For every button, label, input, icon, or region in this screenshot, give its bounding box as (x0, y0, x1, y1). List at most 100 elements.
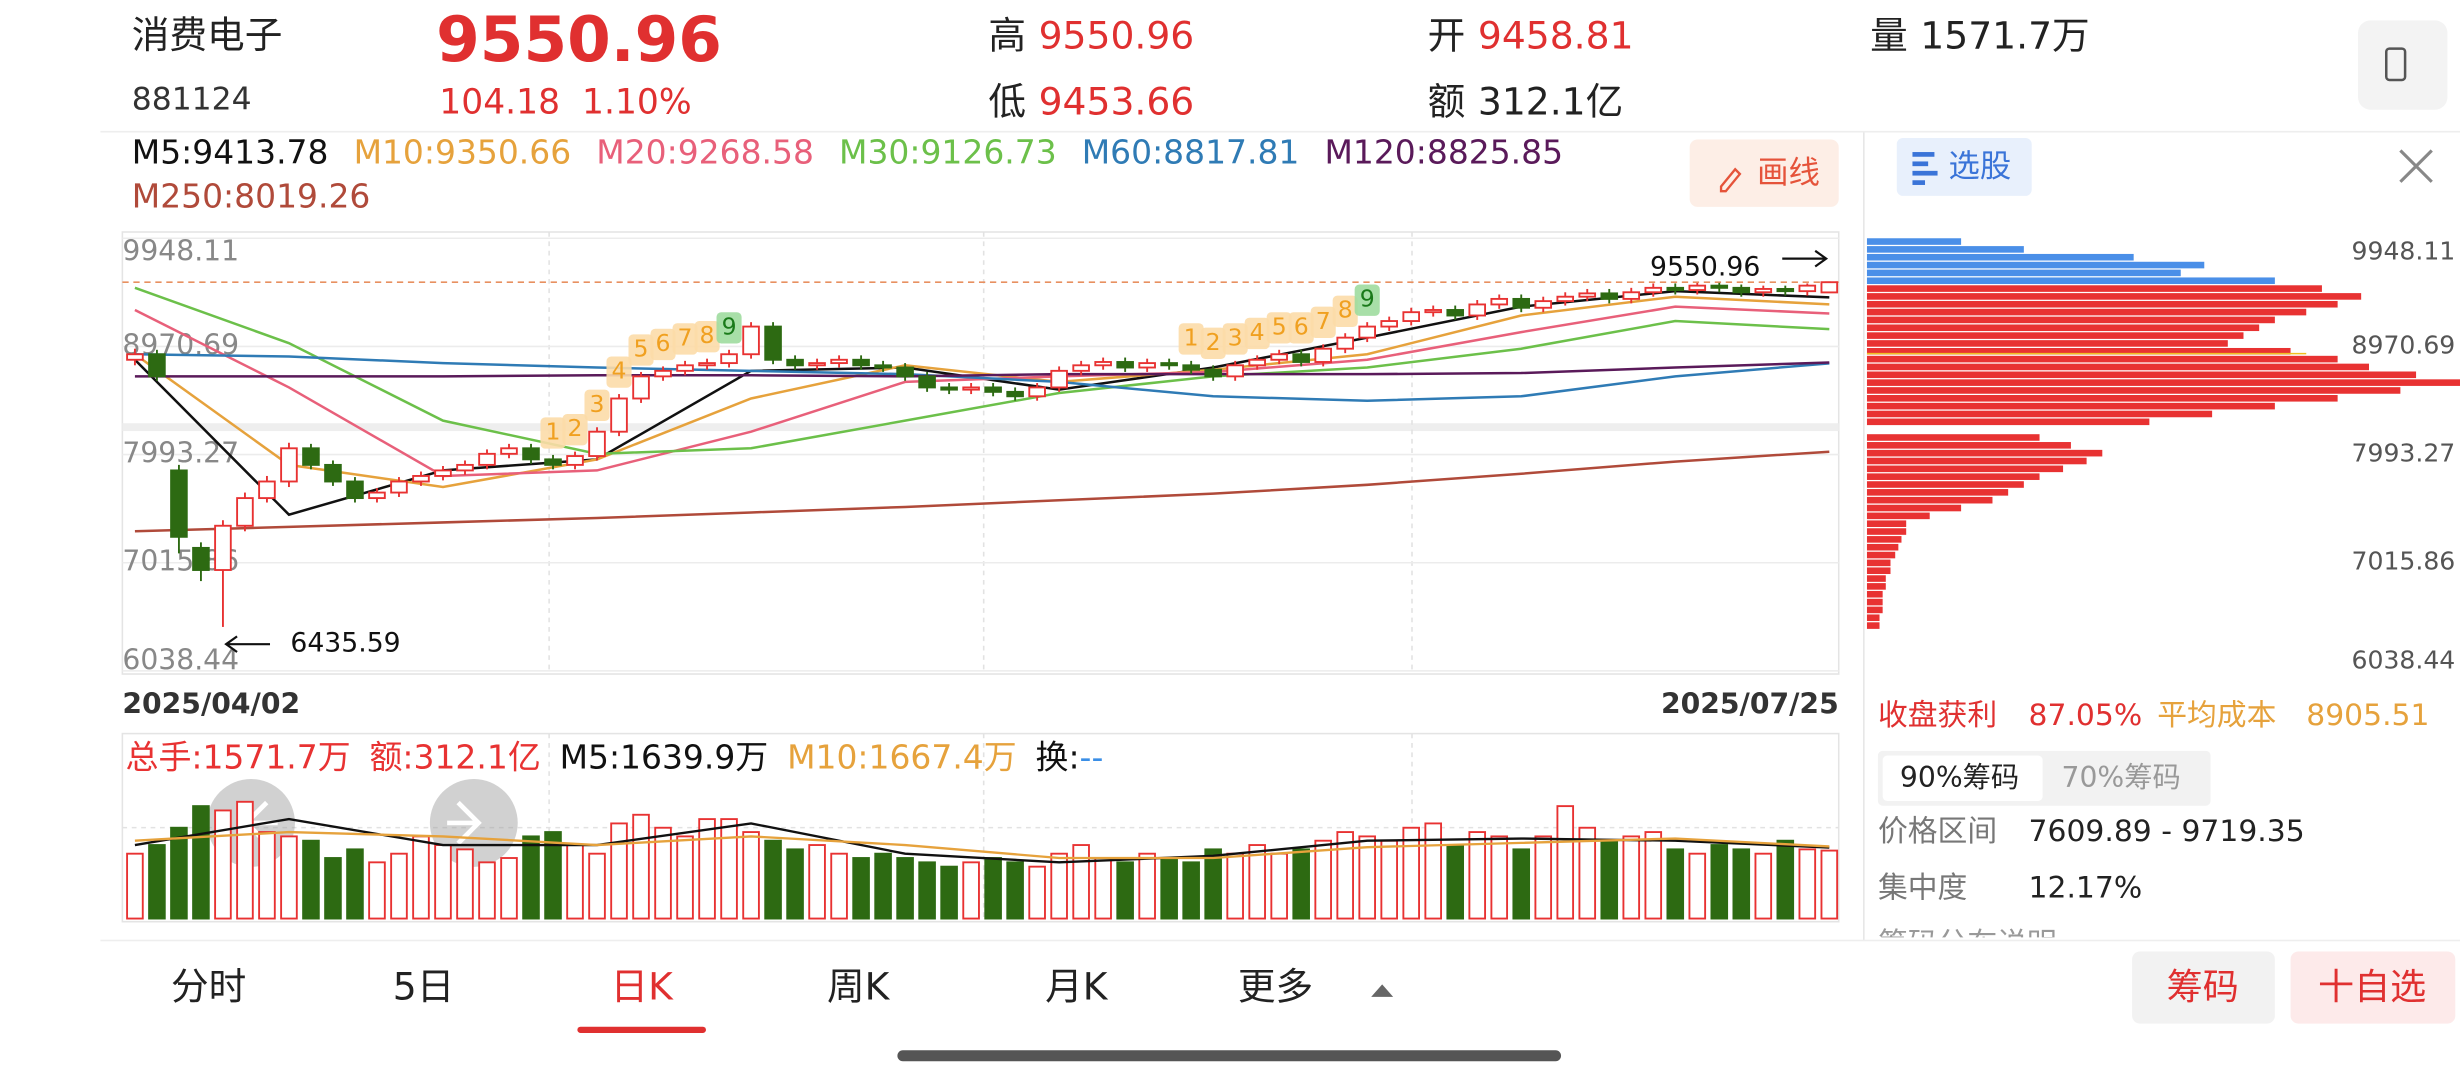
candle-body (368, 491, 386, 500)
stat-label: 低 (988, 79, 1026, 123)
conc-value: 12.17% (2029, 870, 2143, 905)
candle-body (1666, 286, 1685, 291)
candle-body (1116, 361, 1134, 369)
ma-line (134, 286, 1830, 456)
vol-value: 1571.7万 (202, 737, 350, 776)
candle-body (566, 455, 584, 466)
date-label: 2025/07/25 (1661, 687, 1839, 720)
current-price-label: 9550.96 (1650, 252, 1760, 283)
volume-bar (1358, 835, 1376, 920)
td-badge (1310, 306, 1336, 339)
nav-tab[interactable]: 周K (827, 965, 891, 1009)
volume-bar (1204, 848, 1222, 920)
vol-name: M10: (787, 737, 868, 776)
watch-button-label: 十自选 (2318, 966, 2426, 1008)
close-icon[interactable] (2399, 149, 2433, 183)
nav-tab[interactable]: 月K (1045, 965, 1109, 1009)
candle-body (1292, 353, 1310, 363)
td-badge (1266, 312, 1292, 344)
range-label: 价格区间 (1878, 814, 1997, 849)
volume-bar (1402, 826, 1421, 920)
candle-body (1688, 284, 1707, 291)
stat-value: 1571.7万 (1920, 13, 2089, 57)
chip-bar (1866, 246, 2024, 253)
td-count: 2 (1206, 328, 1221, 356)
candle-body (918, 375, 936, 389)
arrow (224, 635, 271, 653)
candle-body (1644, 286, 1663, 294)
candle-body (324, 463, 342, 483)
volume-bar (1798, 848, 1817, 920)
v-grid (122, 231, 1839, 922)
candle-body (126, 353, 144, 361)
candle-body (1182, 364, 1200, 371)
chip-button[interactable] (2132, 951, 2275, 1024)
vol-value: -- (1080, 737, 1104, 776)
candle-body (1358, 325, 1376, 339)
volume-bar (1006, 861, 1024, 920)
volume-bar (1776, 839, 1795, 920)
nav-tab[interactable]: 更多 (1238, 965, 1313, 1009)
nav-tab[interactable]: 日K (611, 965, 675, 1009)
candle-body (1402, 311, 1421, 322)
band (122, 423, 1839, 432)
chip-button-label: 筹码 (2167, 966, 2239, 1008)
volume-bar (1578, 826, 1597, 920)
candle-body (1270, 353, 1288, 361)
watch-button[interactable] (2290, 951, 2456, 1024)
vol-value: 1639.9万 (620, 737, 768, 776)
candle-body (962, 386, 980, 391)
chip-bar (1866, 363, 2370, 371)
candle-body (1204, 368, 1222, 378)
volume-bar (1292, 848, 1310, 920)
volume-bar (434, 844, 452, 920)
td-count: 1 (1184, 323, 1199, 351)
volume-bar (1534, 835, 1553, 920)
candle-body (1050, 369, 1068, 389)
nav-tab[interactable]: 5日 (393, 965, 455, 1009)
td-badge (540, 417, 566, 449)
td-count: 8 (1338, 296, 1353, 324)
stat-value: 9458.81 (1478, 13, 1634, 57)
chip-tick-label: 7993.27 (2352, 439, 2456, 468)
volume-bar (500, 857, 518, 920)
td-count: 8 (700, 321, 715, 349)
chip-bar (1866, 332, 2244, 339)
candle-body (302, 447, 320, 466)
volume-bar (698, 818, 716, 920)
volume-bar (566, 844, 584, 920)
ma-value: 8825.85 (1427, 132, 1563, 171)
volume-bar (1116, 861, 1134, 920)
candle-body (1336, 336, 1354, 350)
candle-body (984, 386, 1002, 393)
volume-bar (1226, 852, 1244, 920)
stat: 低 9453.66 (988, 79, 1194, 123)
avg-label: 平均成本 (2157, 698, 2276, 733)
td-count: 5 (1272, 312, 1287, 340)
chip-bar (1866, 402, 2275, 410)
candle-body (236, 497, 254, 527)
td-badge (584, 389, 610, 422)
ma-value: 9126.73 (920, 132, 1056, 171)
td-count: 6 (656, 329, 671, 357)
volume-bar (346, 848, 364, 920)
chip-bar (1866, 496, 1993, 504)
candle-body (808, 362, 826, 367)
chip-bar (1866, 457, 2087, 465)
candle-body (1754, 288, 1773, 294)
volume-bar (1644, 831, 1663, 920)
ma-name: M5: (132, 132, 192, 171)
pen-icon (1719, 167, 1742, 193)
volume-bar (1138, 852, 1156, 920)
chip-bar (1866, 395, 2338, 402)
td-count: 4 (1250, 318, 1265, 346)
device-button[interactable] (2358, 20, 2448, 110)
candle-body (1006, 390, 1024, 398)
nav-tab[interactable]: 分时 (171, 965, 246, 1009)
ma-legend: M5:9413.78 M10:9350.66 M20:9268.58 M30:9126… (132, 132, 1563, 171)
volume-bar (478, 861, 496, 920)
chip-tab: 70%筹码 (2062, 761, 2181, 794)
candle-body (544, 458, 562, 466)
volume-bar (874, 852, 892, 920)
td-badge (1288, 312, 1314, 344)
